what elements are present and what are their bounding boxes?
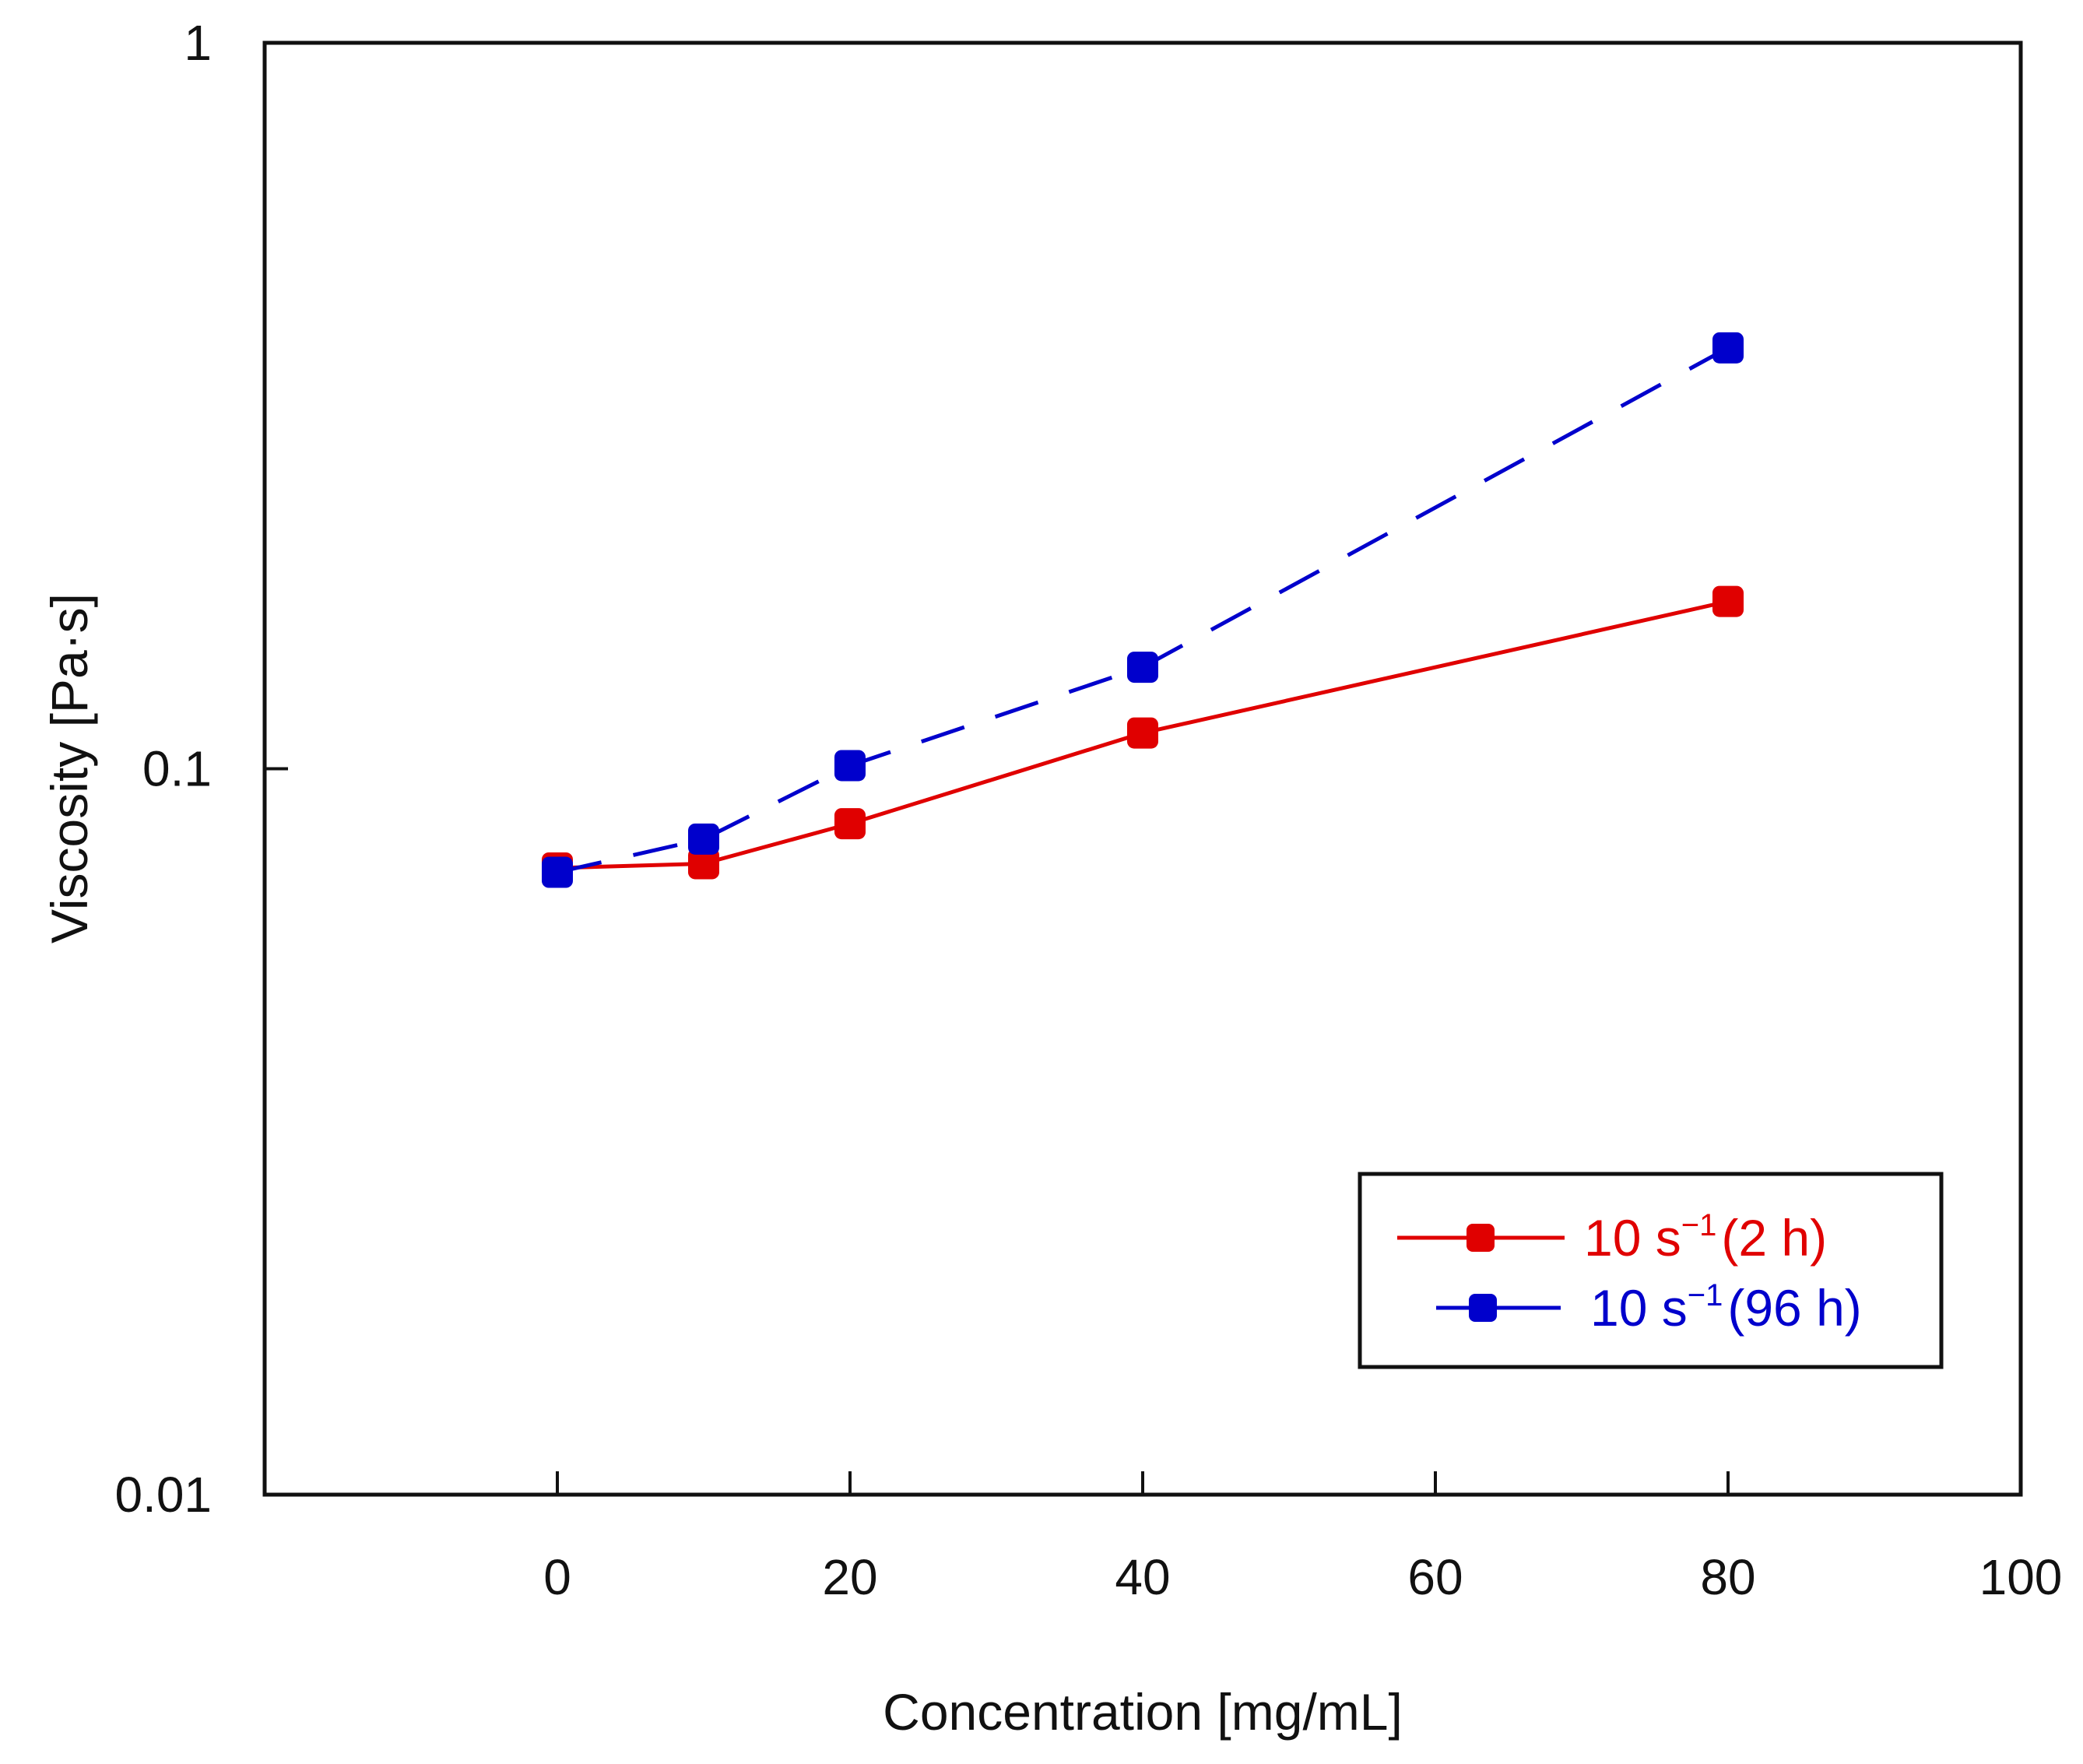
x-tick-label: 0 [543, 1549, 571, 1605]
legend-label-96h: 10 s−1(96 h) [1590, 1278, 1862, 1337]
y-tick-label: 0.1 [142, 741, 212, 797]
data-point-2h [834, 808, 866, 840]
data-point-2h [1127, 717, 1158, 749]
x-axis-title: Concentration [mg/mL] [883, 1683, 1403, 1741]
legend-box [1358, 1172, 1944, 1369]
data-point-96h [1127, 652, 1158, 683]
x-tick-label: 40 [1115, 1549, 1170, 1605]
legend-label-2h: 10 s−1(2 h) [1584, 1208, 1827, 1267]
legend: 10 s−1(2 h) 10 s−1(96 h) [1358, 1172, 1944, 1369]
data-point-96h [542, 856, 573, 888]
x-tick-label: 60 [1407, 1549, 1463, 1605]
legend-marker-96h [1469, 1294, 1497, 1322]
data-point-2h [1712, 585, 1744, 617]
series-group [542, 332, 1744, 888]
x-tick-label: 20 [822, 1549, 877, 1605]
series-line-96h [557, 346, 1730, 874]
x-tick-label: 100 [1979, 1549, 2063, 1605]
y-tick-label: 1 [184, 15, 212, 71]
x-axis: 0 20 40 60 80 100 [543, 1471, 2062, 1605]
data-point-96h [1712, 332, 1744, 364]
y-axis: 0.01 0.1 1 [114, 15, 288, 1523]
legend-marker-2h [1467, 1224, 1495, 1252]
data-point-96h [834, 750, 866, 782]
y-tick-label: 0.01 [114, 1467, 212, 1523]
y-axis-title: Viscosity [Pa·s] [40, 593, 98, 943]
data-point-2h [688, 848, 719, 880]
data-point-96h [688, 823, 719, 855]
x-tick-label: 80 [1700, 1549, 1755, 1605]
